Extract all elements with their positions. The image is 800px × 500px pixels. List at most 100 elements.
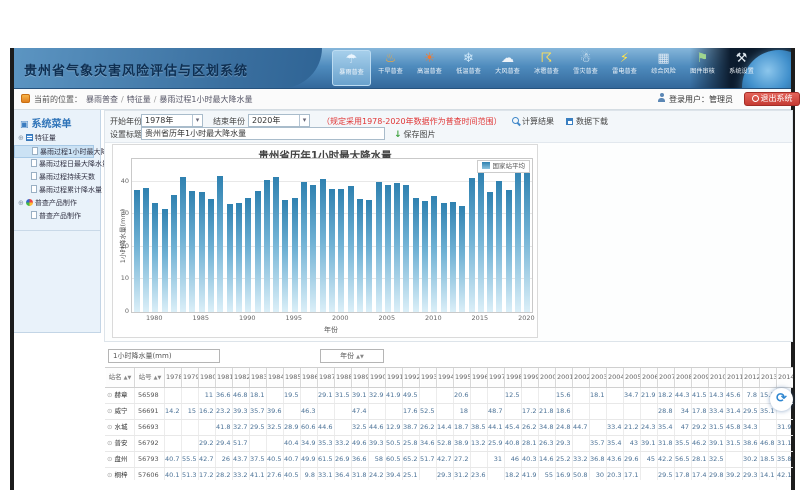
lightning-icon: ⚡ [619, 51, 630, 66]
x-tick-label: 1995 [285, 314, 303, 322]
col-header-station-name[interactable]: 站名 ▲▼ [105, 368, 135, 387]
value-cell: 21.9 [641, 388, 658, 403]
value-cell: 39.3 [233, 404, 250, 419]
toolbar-item-wind[interactable]: ☁ 大风普查 [488, 50, 527, 86]
toolbar-item-settings[interactable]: ⚒ 系统设置 [722, 50, 761, 86]
table-row-56598[interactable]: ⊙ 赫章 56598 11 36.6 46.8 18.1 19.5 29.1 31.5 39.1 32… [105, 388, 793, 404]
col-header-year-1988: 1988 [335, 368, 352, 387]
toolbar-item-map-review[interactable]: ⚑ 图件审核 [683, 50, 722, 86]
value-cell: 41.9 [386, 388, 403, 403]
toolbar-item-snow[interactable]: ☃ 雪灾普查 [566, 50, 605, 86]
value-cell: 29.2 [199, 436, 216, 451]
value-cell: 39.2 [726, 468, 743, 480]
toolbar-item-label: 大风普查 [495, 67, 520, 75]
unit-selector[interactable]: 1小时降水量(mm) [108, 349, 220, 363]
toolbar-item-high-temp[interactable]: ☀ 高温普查 [410, 50, 449, 86]
toolbar-item-risk[interactable]: ▦ 综合风险 [644, 50, 683, 86]
value-cell: 28.2 [216, 468, 233, 480]
value-cell: 41.1 [250, 468, 267, 480]
row-expander-icon[interactable]: ⊙ [107, 391, 113, 399]
search-icon [512, 117, 519, 124]
value-cell [573, 388, 590, 403]
value-cell [301, 388, 318, 403]
bar-2007 [403, 184, 410, 312]
value-cell [437, 388, 454, 403]
end-year-select[interactable]: 2020年 ▾ [248, 114, 310, 127]
menu-icon: ▣ [20, 120, 29, 130]
table-row-56693[interactable]: ⊙ 水城 56693 41.8 32.7 29.5 32.5 28.9 60.6 44.6 32.5… [105, 420, 793, 436]
sidebar-group-1[interactable]: ⊕ 普查产品制作 [14, 197, 101, 210]
bar-2009 [422, 200, 429, 312]
col-header-station-id[interactable]: 站号 ▲▼ [135, 368, 165, 387]
toolbar-item-label: 冰雹普查 [534, 67, 559, 75]
value-cell: 25.8 [403, 436, 420, 451]
toolbar-item-low-temp[interactable]: ❄ 低温普查 [449, 50, 488, 86]
sidebar-group-0[interactable]: ⊕ 特征量 [14, 132, 101, 145]
year-sort-control[interactable]: 年份 ▲▼ [320, 349, 384, 363]
value-cell: 29.5 [250, 420, 267, 435]
bar-1989 [235, 203, 242, 312]
value-cell: 33.4 [709, 404, 726, 419]
value-cell: 12.9 [386, 420, 403, 435]
sidebar-item[interactable]: 暴雨过程累计降水量 [14, 184, 102, 197]
expander-icon[interactable]: ⊕ [18, 199, 24, 207]
value-cell: 36.4 [335, 468, 352, 480]
value-cell: 55.5 [182, 452, 199, 467]
row-expander-icon[interactable]: ⊙ [107, 407, 113, 415]
chart-panel: 贵州省历年1小时最大降水量 1小时降水量(mm) 年份 国家站平均 0 10 20 3… [112, 144, 538, 338]
value-cell: 40.5 [267, 452, 284, 467]
col-header-year-2001: 2001 [556, 368, 573, 387]
row-expander-icon[interactable]: ⊙ [107, 423, 113, 431]
value-cell: 31.2 [454, 468, 471, 480]
col-header-year-1978: 1978 [165, 368, 182, 387]
value-cell: 49.6 [352, 436, 369, 451]
row-expander-icon[interactable]: ⊙ [107, 455, 113, 463]
col-header-year-1990: 1990 [369, 368, 386, 387]
sidebar-item-label: 暴雨过程日最大降水量 [39, 160, 109, 168]
value-cell: 55 [539, 468, 556, 480]
col-header-year-1993: 1993 [420, 368, 437, 387]
col-header-year-1994: 1994 [437, 368, 454, 387]
x-tick-label: 1985 [192, 314, 210, 322]
snow-icon: ☃ [579, 51, 592, 66]
table-row-56793[interactable]: ⊙ 盘州 56793 40.7 55.5 42.7 26 43.7 37.5 40.5 40.7 49… [105, 452, 793, 468]
sidebar-item[interactable]: 暴雨过程日最大降水量 [14, 158, 109, 171]
value-cell: 27.2 [454, 452, 471, 467]
bar-1991 [254, 190, 261, 312]
refresh-icon[interactable]: ⟳ [770, 388, 793, 411]
value-cell: 43.7 [233, 452, 250, 467]
table-row-57606[interactable]: ⊙ 桐梓 57606 40.1 51.3 17.2 28.2 33.2 41.1 27.6 40.5… [105, 468, 793, 480]
value-cell [590, 420, 607, 435]
breadcrumb-item[interactable]: 暴雨过程1小时最大降水量 [159, 95, 253, 104]
table-row-56691[interactable]: ⊙ 威宁 56691 14.2 15 16.2 23.2 39.3 35.7 39.6 46.3 47… [105, 404, 793, 420]
toolbar-item-rainstorm[interactable]: ☂ 暴雨普查 [332, 50, 371, 86]
sidebar-item[interactable]: 普查产品制作 [14, 210, 101, 223]
value-cell: 40.5 [284, 468, 301, 480]
value-cell [488, 388, 505, 403]
value-cell: 32.5 [267, 420, 284, 435]
toolbar-item-lightning[interactable]: ⚡ 雷电普查 [605, 50, 644, 86]
table-row-56792[interactable]: ⊙ 普安 56792 29.2 29.4 51.7 40.4 34.9 35.3 33.2 49.6… [105, 436, 793, 452]
station-name-cell: ⊙ 盘州 [105, 452, 135, 467]
col-header-year-1982: 1982 [233, 368, 250, 387]
toolbar-item-hail[interactable]: ☈ 冰雹普查 [527, 50, 566, 86]
value-cell: 40.7 [165, 452, 182, 467]
row-expander-icon[interactable]: ⊙ [107, 439, 113, 447]
sidebar-item[interactable]: 暴雨过程持续天数 [14, 171, 101, 184]
logout-button[interactable]: 退出系统 [744, 91, 800, 106]
station-name-cell: ⊙ 威宁 [105, 404, 135, 419]
save-image-button[interactable]: ↓ 保存图片 [394, 130, 436, 140]
breadcrumb-item[interactable]: 特征量 [126, 95, 151, 104]
row-expander-icon[interactable]: ⊙ [107, 471, 113, 479]
breadcrumb-item[interactable]: 暴雨普查 [86, 95, 118, 104]
value-cell: 32.5 [709, 452, 726, 467]
value-cell: 35.7 [250, 404, 267, 419]
chart-title-input[interactable]: 贵州省历年1小时最大降水量 [141, 127, 385, 140]
data-download-button[interactable]: 数据下载 [566, 116, 608, 127]
calc-result-button[interactable]: 计算结果 [512, 116, 554, 127]
start-year-select[interactable]: 1978年 ▾ [141, 114, 203, 127]
value-cell: 56.5 [675, 452, 692, 467]
sidebar-item[interactable]: 暴雨过程1小时最大降水量 [14, 145, 121, 158]
toolbar-item-drought[interactable]: ♨ 干旱普查 [371, 50, 410, 86]
expander-icon[interactable]: ⊕ [18, 134, 24, 142]
